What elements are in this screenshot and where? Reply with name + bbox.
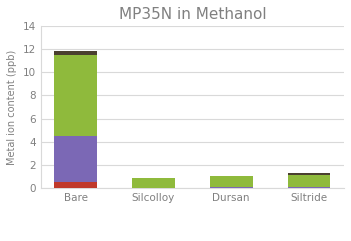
Bar — [132, 178, 175, 188]
Bar — [54, 51, 97, 55]
Bar — [54, 55, 97, 136]
Y-axis label: Metal ion content (ppb): Metal ion content (ppb) — [7, 49, 17, 165]
Bar — [287, 175, 330, 187]
Bar — [287, 173, 330, 175]
Bar — [287, 187, 330, 188]
Bar — [210, 187, 253, 188]
Title: MP35N in Methanol: MP35N in Methanol — [119, 7, 266, 22]
Bar — [54, 136, 97, 182]
Bar — [210, 176, 253, 187]
Bar — [54, 182, 97, 188]
Legend: Cr, Co, Ni, Mo: Cr, Co, Ni, Mo — [118, 239, 267, 241]
